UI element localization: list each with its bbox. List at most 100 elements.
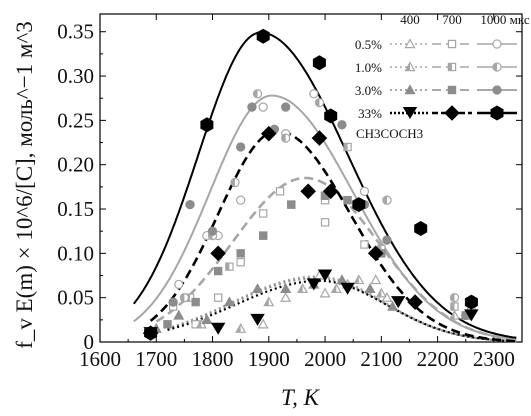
legend-column-header: 700 xyxy=(442,12,462,27)
marker-half-fill xyxy=(281,134,286,143)
triangle-filled-marker xyxy=(173,309,185,320)
legend-column-header: 400 xyxy=(400,12,420,27)
triangle-half-marker xyxy=(297,283,309,294)
data-markers xyxy=(142,28,479,341)
marker-half-fill xyxy=(450,293,455,302)
marker-shape xyxy=(163,320,172,329)
marker-shape xyxy=(317,269,333,282)
x-tick-label: 1600 xyxy=(79,347,121,371)
marker-shape xyxy=(360,240,369,249)
circle-filled-marker xyxy=(281,102,291,112)
marker-shape xyxy=(258,231,268,240)
marker-shape xyxy=(287,200,296,209)
marker-shape xyxy=(464,309,479,322)
circle-filled-marker xyxy=(207,226,218,236)
y-tick-label: 0.20 xyxy=(57,153,94,177)
x-tick-label: 2300 xyxy=(473,347,515,371)
plot-border xyxy=(99,13,523,343)
marker-shape xyxy=(201,314,213,325)
square-filled-marker xyxy=(258,231,268,240)
legend-compound-label: CH3COCH3 xyxy=(356,126,423,141)
triangle-filled-marker xyxy=(252,283,264,294)
marker-shape xyxy=(312,55,326,71)
marker-shape xyxy=(213,266,223,276)
y-tick-label: 0.05 xyxy=(57,286,94,310)
marker-shape xyxy=(492,85,502,95)
x-tick-label: 2200 xyxy=(417,347,459,371)
y-tick-label: 0.25 xyxy=(57,108,94,132)
marker-shape xyxy=(256,28,270,44)
marker-shape xyxy=(359,186,370,196)
marker-shape xyxy=(306,278,322,291)
square-open-marker xyxy=(447,39,457,49)
marker-half-fill xyxy=(450,302,455,311)
marker-shape xyxy=(404,84,416,95)
circle-open-marker xyxy=(359,186,370,196)
marker-shape xyxy=(236,249,245,258)
square-filled-marker xyxy=(447,85,457,95)
down-triangle-filled-marker xyxy=(317,269,333,282)
circle-filled-marker xyxy=(236,142,246,152)
triangle-half-marker xyxy=(353,274,365,285)
marker-shape xyxy=(144,325,158,341)
down-triangle-filled-marker xyxy=(340,282,355,295)
marker-shape xyxy=(223,296,235,307)
marker-shape xyxy=(352,197,366,213)
diamond-filled-marker xyxy=(261,125,277,142)
circle-half-marker xyxy=(492,62,502,72)
y-axis-label: f_v E(m) × 10^6/[C], моль^−1 м^3 xyxy=(12,21,37,349)
triangle-filled-marker xyxy=(223,296,235,307)
marker-shape xyxy=(174,279,184,290)
hexagon-filled-marker xyxy=(414,221,428,236)
down-triangle-filled-marker xyxy=(391,296,406,309)
marker-shape xyxy=(490,105,504,121)
marker-shape xyxy=(370,274,382,285)
marker-shape xyxy=(391,296,406,309)
square-open-marker xyxy=(360,240,369,249)
y-tick-label: 0.15 xyxy=(57,197,94,221)
triangle-open-marker xyxy=(319,287,331,298)
legend-column-header: 1000 мкс xyxy=(480,12,529,27)
square-filled-marker xyxy=(213,266,223,276)
circle-filled-marker xyxy=(492,85,502,95)
square-half-marker xyxy=(450,302,459,311)
x-tick-label: 2000 xyxy=(304,347,346,371)
circle-half-marker xyxy=(252,89,263,99)
marker-shape xyxy=(343,195,352,205)
marker-shape xyxy=(444,105,460,121)
diamond-filled-marker xyxy=(407,294,423,310)
marker-shape xyxy=(319,287,331,298)
marker-half-fill xyxy=(180,293,185,302)
circle-filled-marker xyxy=(185,199,195,210)
marker-shape xyxy=(404,38,416,49)
hexagon-filled-marker xyxy=(352,197,366,213)
square-open-marker xyxy=(258,209,268,218)
circle-filled-marker xyxy=(168,297,178,307)
circle-open-marker xyxy=(492,39,502,49)
triangle-half-marker xyxy=(235,322,247,333)
square-open-marker xyxy=(236,258,245,267)
triangle-filled-marker xyxy=(364,283,376,294)
x-axis: 1600 1700 1800 1900 2000 2100 2200 2300 xyxy=(79,14,515,371)
hexagon-filled-marker xyxy=(324,108,338,124)
marker-shape xyxy=(364,283,376,294)
marker-half-fill xyxy=(196,319,202,328)
marker-shape xyxy=(200,117,214,133)
marker-shape xyxy=(281,102,291,112)
marker-shape xyxy=(322,183,339,200)
triangle-filled-marker xyxy=(201,314,213,325)
marker-shape xyxy=(258,102,268,112)
curve-dotted xyxy=(167,279,517,343)
marker-shape xyxy=(247,102,257,112)
marker-shape xyxy=(185,199,195,210)
circle-open-marker xyxy=(174,279,184,290)
marker-half-fill xyxy=(315,98,320,107)
hexagon-filled-marker xyxy=(144,325,158,341)
hexagon-filled-marker xyxy=(490,105,504,121)
triangle-filled-marker xyxy=(280,283,292,294)
diamond-filled-marker xyxy=(210,245,226,262)
plot-frame xyxy=(99,13,523,343)
triangle-half-marker xyxy=(448,309,460,320)
marker-half-fill xyxy=(236,324,241,333)
